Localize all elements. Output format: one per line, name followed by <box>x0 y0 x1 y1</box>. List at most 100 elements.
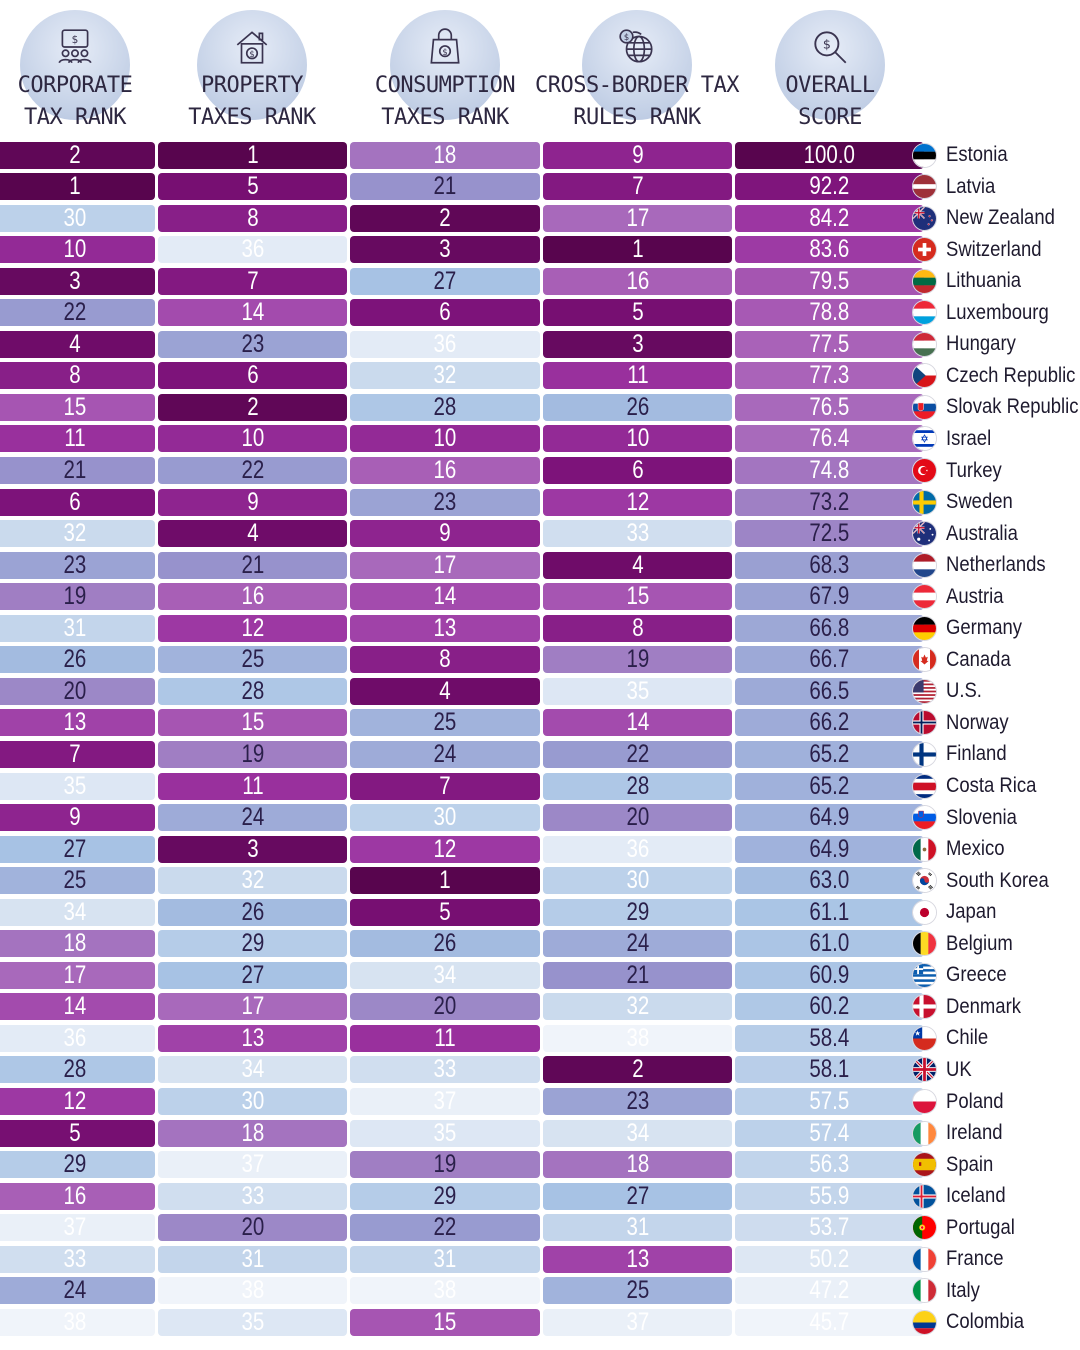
crossborder-rank-value: 32 <box>626 992 649 1021</box>
country-label: Ireland <box>946 1121 1003 1145</box>
overall-score-cell: 72.5 <box>735 519 924 548</box>
overall-score-cell: 84.2 <box>735 204 924 232</box>
overall-score-cell: 67.9 <box>735 582 924 611</box>
corporate-rank-cell: 32 <box>0 519 155 548</box>
flag-icon <box>912 994 937 1020</box>
country-name: Norway <box>946 709 1017 736</box>
country-label: Belgium <box>946 931 1013 955</box>
property-rank-value: 21 <box>241 550 264 579</box>
property-rank-value: 19 <box>241 739 264 768</box>
property-rank-cell: 27 <box>158 961 347 989</box>
crossborder-rank-cell: 37 <box>543 1308 732 1336</box>
overall-score-cell: 77.5 <box>735 329 924 358</box>
corporate-rank-cell: 29 <box>0 1150 155 1179</box>
consumption-rank-value: 5 <box>439 897 451 926</box>
consumption-rank-value: 22 <box>433 1213 457 1242</box>
consumption-rank-cell: 6 <box>350 298 540 327</box>
crossborder-rank-value: 22 <box>626 739 649 768</box>
flag-icon <box>912 174 937 200</box>
country-label: France <box>946 1247 1004 1271</box>
property-rank-value: 3 <box>246 834 259 863</box>
consumption-rank-value: 38 <box>433 1276 457 1305</box>
consumption-rank-cell: 10 <box>350 424 540 453</box>
corporate-rank-value: 35 <box>63 771 86 800</box>
crossborder-rank-value: 30 <box>626 866 649 895</box>
overall-score-value: 67.9 <box>809 582 850 611</box>
corporate-rank-value: 11 <box>63 424 86 453</box>
property-rank-value: 35 <box>241 1307 264 1336</box>
country-name: Latvia <box>946 173 1002 200</box>
country-name: Iceland <box>946 1183 1014 1210</box>
consumption-rank-cell: 32 <box>350 361 540 390</box>
property-rank-cell: 36 <box>158 235 347 264</box>
overall-score-value: 58.4 <box>809 1023 850 1052</box>
header-circle <box>582 10 692 120</box>
property-rank-value: 32 <box>241 866 264 895</box>
consumption-rank-value: 10 <box>433 424 457 453</box>
overall-score-value: 57.5 <box>809 1087 850 1115</box>
property-rank-value: 12 <box>241 613 264 642</box>
crossborder-rank-value: 6 <box>631 456 644 484</box>
overall-score-cell: 56.3 <box>735 1150 924 1179</box>
property-rank-value: 31 <box>241 1244 264 1273</box>
header-label: PROPERTY TAXES RANK <box>142 70 362 134</box>
consumption-rank-cell: 1 <box>350 866 540 895</box>
property-rank-value: 15 <box>241 708 264 737</box>
overall-score-value: 77.3 <box>809 361 850 390</box>
header-label-line1: CORPORATE <box>17 73 133 98</box>
header-label: CROSS-BORDER TAX RULES RANK <box>527 70 747 134</box>
property-rank-cell: 25 <box>158 645 347 674</box>
overall-score-value: 64.9 <box>809 834 850 863</box>
corporate-rank-cell: 7 <box>0 740 155 768</box>
overall-score-value: 100.0 <box>803 140 856 169</box>
globe-dollar-icon: $ <box>616 26 658 68</box>
overall-score-cell: 61.0 <box>735 929 924 958</box>
overall-score-value: 77.5 <box>809 329 850 358</box>
overall-score-value: 66.5 <box>809 676 850 705</box>
crossborder-rank-value: 24 <box>626 929 649 958</box>
country-label: Latvia <box>946 174 996 198</box>
overall-score-value: 61.1 <box>809 897 850 926</box>
consumption-rank-value: 13 <box>433 613 457 642</box>
consumption-rank-cell: 11 <box>350 1023 540 1052</box>
consumption-rank-cell: 8 <box>350 645 540 674</box>
country-name: Germany <box>946 615 1032 642</box>
consumption-rank-value: 32 <box>433 361 457 390</box>
property-rank-value: 1 <box>246 140 259 169</box>
flag-icon <box>912 647 937 673</box>
crossborder-rank-cell: 5 <box>543 298 732 327</box>
flag-icon <box>912 1120 937 1146</box>
flag-icon <box>912 678 937 704</box>
country-name: Switzerland <box>946 236 1055 263</box>
flag-icon <box>912 268 937 294</box>
overall-score-value: 64.9 <box>809 803 850 832</box>
country-name: Japan <box>946 899 1003 926</box>
corporate-rank-cell: 31 <box>0 613 155 642</box>
consumption-rank-cell: 36 <box>350 330 540 358</box>
flag-icon <box>912 1278 937 1304</box>
property-rank-cell: 30 <box>158 1087 347 1115</box>
consumption-rank-value: 11 <box>434 1023 456 1052</box>
country-name: Denmark <box>946 993 1031 1020</box>
crossborder-rank-cell: 14 <box>543 708 732 737</box>
crossborder-rank-value: 13 <box>626 1244 649 1273</box>
svg-text:$: $ <box>72 34 79 46</box>
crossborder-rank-cell: 19 <box>543 645 732 674</box>
header-circle <box>197 10 307 120</box>
overall-score-cell: 66.8 <box>735 614 924 642</box>
corporate-rank-value: 31 <box>63 613 86 642</box>
crossborder-rank-cell: 29 <box>543 898 732 926</box>
overall-score-cell: 78.8 <box>735 298 924 327</box>
header-label-line2: SCORE <box>798 105 862 130</box>
overall-score-value: 60.9 <box>809 960 850 989</box>
overall-score-value: 61.0 <box>809 929 850 958</box>
consumption-rank-value: 21 <box>433 172 457 201</box>
consumption-rank-cell: 26 <box>350 929 540 958</box>
country-label: Sweden <box>946 490 1013 514</box>
crossborder-rank-cell: 36 <box>543 835 732 863</box>
corporate-rank-cell: 20 <box>0 677 155 705</box>
overall-score-cell: 58.4 <box>735 1023 924 1052</box>
flag-icon <box>912 521 937 547</box>
crossborder-rank-cell: 7 <box>543 172 732 201</box>
corporate-rank-cell: 34 <box>0 898 155 926</box>
